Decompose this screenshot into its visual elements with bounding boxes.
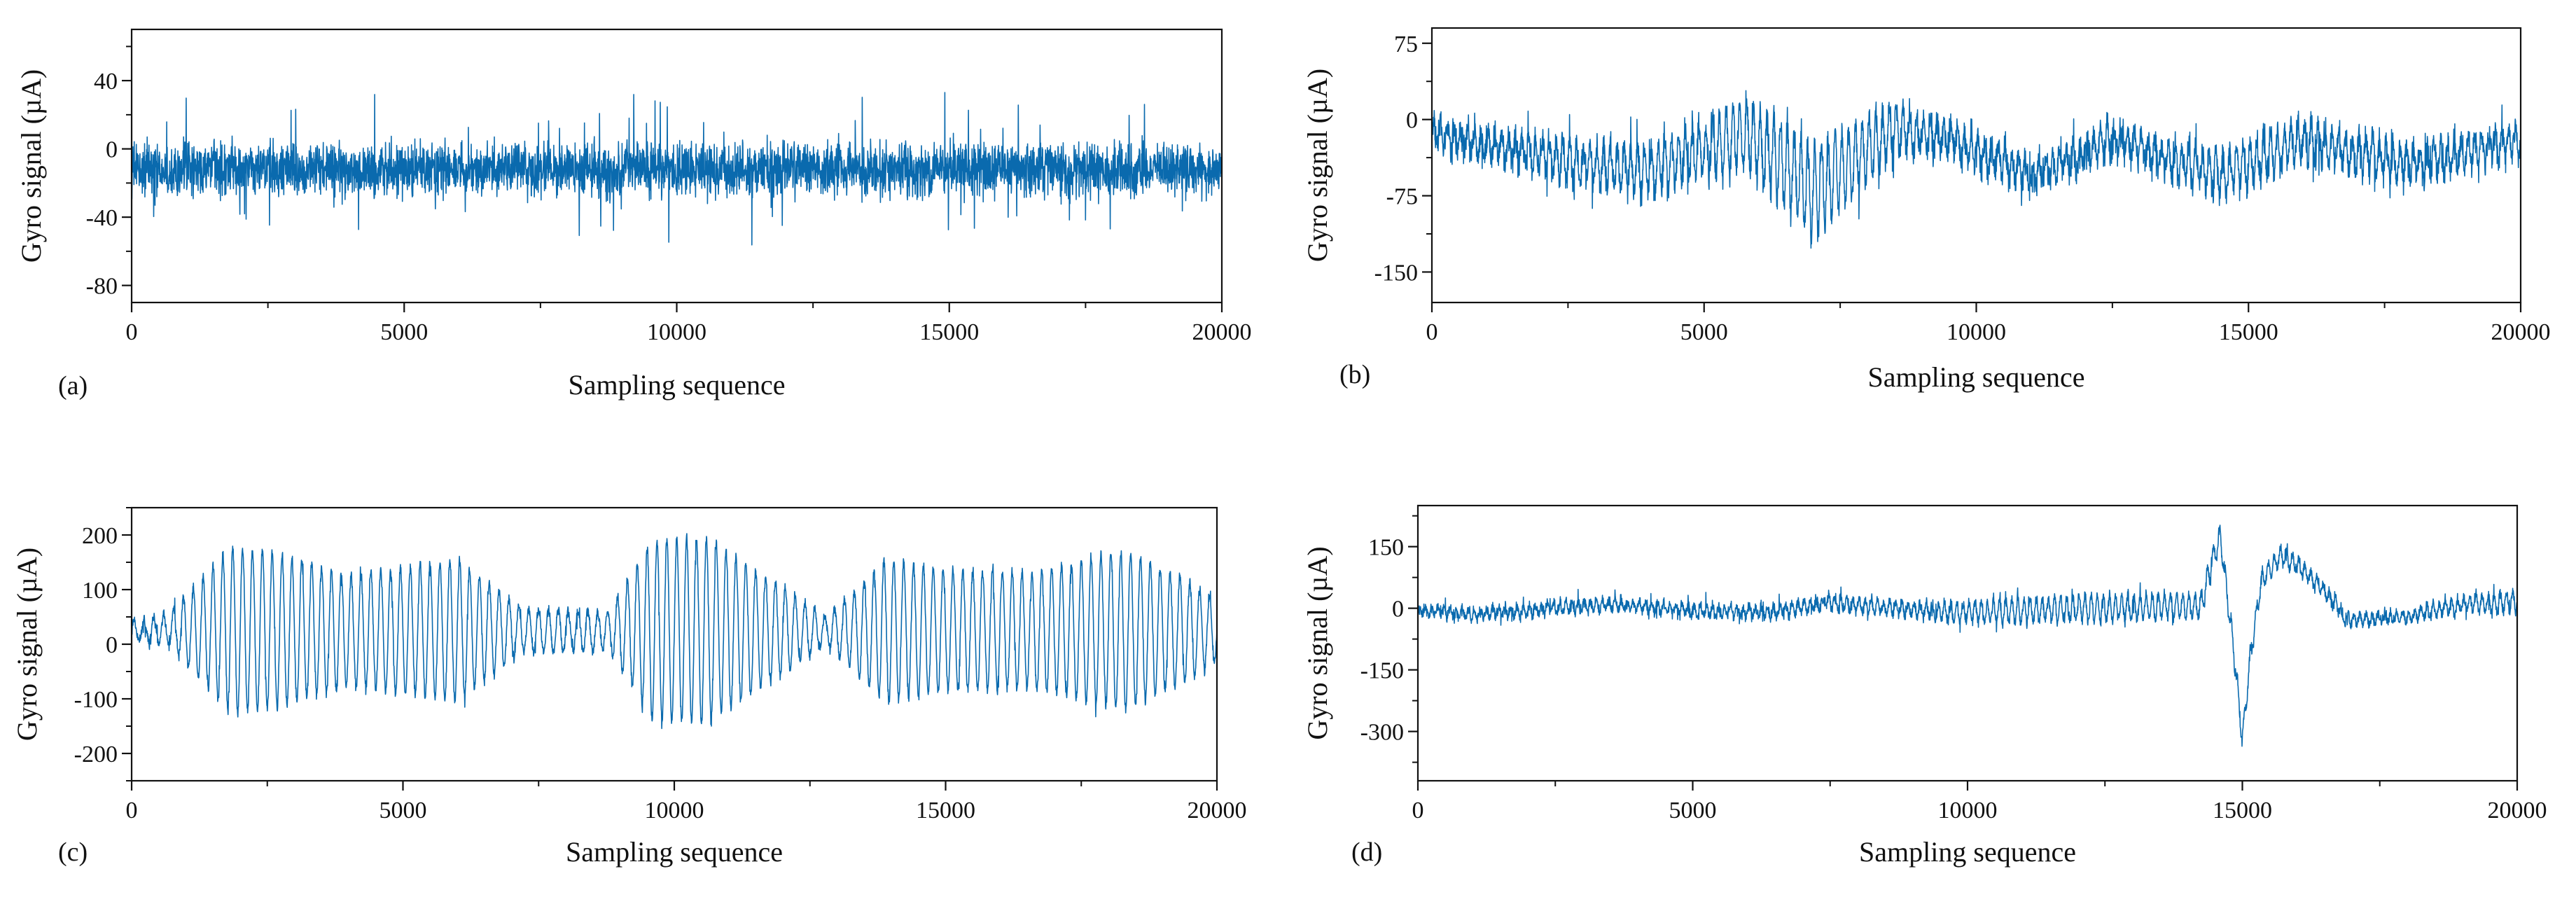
y-tick-label: 100	[82, 578, 118, 604]
chart-panel-d: 0 5000 10000 15000 20000 -300 -150 0 150 Sampling…	[1302, 504, 2547, 868]
x-tick-label: 10000	[647, 319, 706, 345]
y-tick-label: 40	[94, 69, 118, 95]
y-axis-title: Gyro signal (µA)	[1302, 69, 1333, 262]
chart-panel-a: 0 5000 10000 15000 20000 -80 -40 0 40 Sampling se…	[15, 28, 1252, 401]
y-tick-label: -300	[1360, 720, 1404, 746]
y-tick-label: 0	[1392, 597, 1404, 623]
x-tick-label: 10000	[1947, 319, 2006, 345]
series-line-gyro-signal	[1418, 524, 2517, 747]
x-axis-title: Sampling sequence	[566, 836, 783, 868]
x-tick-label: 0	[1426, 319, 1438, 345]
x-tick-label: 15000	[2213, 798, 2272, 823]
x-tick-label: 5000	[1669, 798, 1717, 823]
x-tick-label: 5000	[1680, 319, 1728, 345]
chart-panel-c: 0 5000 10000 15000 20000 -200 -100 0 100 200 Sampl…	[11, 506, 1247, 868]
x-tick-label: 0	[126, 319, 138, 345]
panel-label: (c)	[58, 837, 88, 867]
y-tick-label: -150	[1360, 658, 1404, 684]
y-tick-label: 150	[1368, 535, 1404, 561]
x-tick-label: 15000	[916, 798, 975, 823]
y-axis-title: Gyro signal (µA)	[1302, 546, 1333, 739]
y-tick-label: -100	[74, 687, 118, 713]
x-tick-label: 20000	[1192, 319, 1252, 345]
x-tick-label: 0	[126, 798, 138, 823]
x-tick-label: 15000	[2219, 319, 2278, 345]
panel-label: (b)	[1339, 360, 1370, 389]
series-line-gyro-signal	[1432, 90, 2521, 249]
y-tick-label: 200	[82, 523, 118, 549]
series-line-gyro-signal	[132, 92, 1222, 246]
x-tick-label: 10000	[1938, 798, 1998, 823]
y-tick-label: 0	[106, 632, 118, 658]
plot-frame	[1416, 504, 2519, 782]
y-axis-title: Gyro signal (µA)	[11, 548, 43, 741]
y-tick-label: 0	[106, 137, 118, 163]
y-tick-label: 75	[1394, 32, 1418, 57]
x-tick-label: 10000	[645, 798, 704, 823]
panel-label: (d)	[1351, 837, 1382, 867]
x-axis-title: Sampling sequence	[569, 369, 786, 401]
x-tick-label: 0	[1412, 798, 1424, 823]
y-tick-label: -150	[1374, 260, 1418, 286]
x-tick-label: 5000	[380, 798, 427, 823]
x-tick-label: 20000	[1188, 798, 1247, 823]
x-tick-label: 5000	[380, 319, 428, 345]
y-tick-label: -200	[74, 742, 118, 767]
y-tick-label: -75	[1386, 184, 1418, 210]
chart-panel-b: 0 5000 10000 15000 20000 -150 -75 0 75 Sampling s…	[1302, 27, 2551, 393]
y-axis-title: Gyro signal (µA)	[15, 69, 47, 263]
x-axis-title: Sampling sequence	[1859, 836, 2076, 868]
x-tick-label: 20000	[2488, 798, 2547, 823]
x-tick-label: 15000	[919, 319, 979, 345]
series-line-gyro-signal	[132, 533, 1217, 730]
x-tick-label: 20000	[2491, 319, 2551, 345]
y-tick-label: -40	[86, 205, 118, 231]
y-tick-label: 0	[1406, 108, 1418, 134]
panel-label: (a)	[58, 371, 88, 401]
y-tick-label: -80	[86, 274, 118, 300]
x-axis-title: Sampling sequence	[1868, 361, 2085, 393]
